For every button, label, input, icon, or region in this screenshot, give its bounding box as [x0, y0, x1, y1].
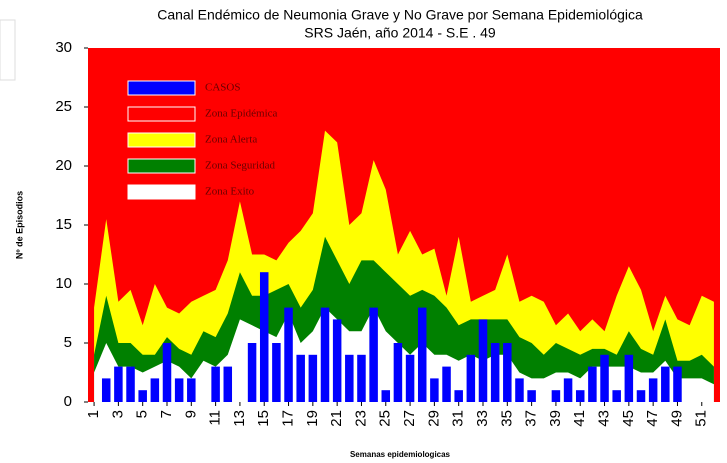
bar — [417, 307, 427, 402]
bar — [588, 366, 597, 402]
x-tick-label: 27 — [401, 410, 418, 427]
x-tick-label: 43 — [596, 410, 613, 427]
bar — [442, 366, 451, 402]
y-tick-label: 5 — [64, 334, 72, 351]
bar — [454, 390, 463, 402]
bar — [174, 378, 184, 402]
bar — [126, 366, 135, 402]
x-tick-label: 25 — [377, 410, 394, 427]
bar — [320, 307, 330, 402]
x-tick-label: 31 — [450, 410, 467, 427]
x-tick-label: 15 — [255, 410, 272, 427]
x-tick-label: 29 — [425, 410, 442, 427]
x-tick-label: 45 — [620, 410, 637, 427]
side-box — [0, 19, 16, 81]
bar — [551, 390, 561, 402]
chart-title: Canal Endémico de Neumonia Grave y No Gr… — [157, 7, 643, 23]
bar — [296, 354, 305, 402]
bar — [223, 366, 233, 402]
bar — [563, 378, 573, 402]
bar — [466, 354, 476, 402]
bar — [636, 390, 646, 402]
bar — [259, 272, 269, 402]
x-tick-label: 37 — [523, 410, 540, 427]
bar — [648, 378, 658, 402]
bar — [211, 366, 220, 402]
x-tick-label: 51 — [693, 410, 710, 427]
y-tick-label: 10 — [55, 275, 72, 292]
bar — [138, 390, 147, 402]
y-tick-label: 25 — [55, 98, 72, 115]
y-tick-label: 30 — [55, 39, 72, 56]
bar — [624, 354, 634, 402]
bar — [284, 307, 293, 402]
bar — [272, 343, 281, 402]
legend-swatch — [127, 158, 196, 174]
bar — [247, 343, 257, 402]
bar — [503, 343, 512, 402]
y-tick-label: 15 — [55, 216, 72, 233]
bar — [490, 343, 500, 402]
x-tick-label: 7 — [158, 410, 175, 418]
bar — [673, 366, 682, 402]
x-tick-label: 49 — [668, 410, 685, 427]
legend-label: Zona Exito — [205, 186, 255, 198]
bar — [515, 378, 524, 402]
bar — [357, 354, 366, 402]
x-tick-label: 41 — [571, 410, 588, 427]
bar — [527, 390, 536, 402]
bar — [369, 307, 378, 402]
bar — [332, 319, 342, 402]
bar — [405, 354, 415, 402]
bar — [430, 378, 439, 402]
x-tick-label: 35 — [498, 410, 515, 427]
x-tick-label: 39 — [547, 410, 564, 427]
bar — [162, 343, 172, 402]
bar — [661, 366, 670, 402]
x-tick-label: 5 — [134, 410, 151, 418]
x-tick-label: 33 — [474, 410, 491, 427]
chart-subtitle: SRS Jaén, año 2014 - S.E . 49 — [304, 25, 496, 41]
x-tick-label: 13 — [231, 410, 248, 427]
bar — [600, 354, 609, 402]
bar — [150, 378, 160, 402]
bar — [575, 390, 585, 402]
x-tick-label: 1 — [85, 410, 102, 418]
legend-swatch — [127, 132, 196, 148]
bar — [612, 390, 621, 402]
x-tick-label: 9 — [182, 410, 199, 418]
y-tick-label: 20 — [55, 157, 72, 174]
bar — [345, 354, 354, 402]
bar — [381, 390, 391, 402]
bar — [308, 354, 318, 402]
legend-label: CASOS — [205, 82, 240, 94]
legend-label: Zona Epidémica — [205, 108, 278, 120]
x-tick-label: 3 — [109, 410, 126, 418]
x-tick-label: 19 — [304, 410, 321, 427]
x-tick-label: 21 — [328, 410, 345, 427]
bar — [478, 319, 488, 402]
legend-swatch — [127, 80, 196, 96]
x-tick-label: 23 — [352, 410, 369, 427]
x-tick-label: 11 — [207, 410, 224, 426]
x-tick-label: 17 — [280, 410, 297, 427]
x-tick-label: 47 — [644, 410, 661, 427]
bar — [393, 343, 403, 402]
legend-swatch — [127, 184, 196, 200]
legend-swatch — [127, 106, 196, 122]
bar — [187, 378, 196, 402]
x-axis-label: Semanas epidemiologicas — [350, 450, 451, 459]
legend-label: Zona Alerta — [205, 134, 257, 146]
bar — [101, 378, 111, 402]
bar — [114, 366, 123, 402]
y-tick-label: 0 — [64, 393, 72, 410]
y-axis-label: Nº de Episodios — [14, 191, 24, 259]
legend-label: Zona Seguridad — [205, 160, 275, 172]
